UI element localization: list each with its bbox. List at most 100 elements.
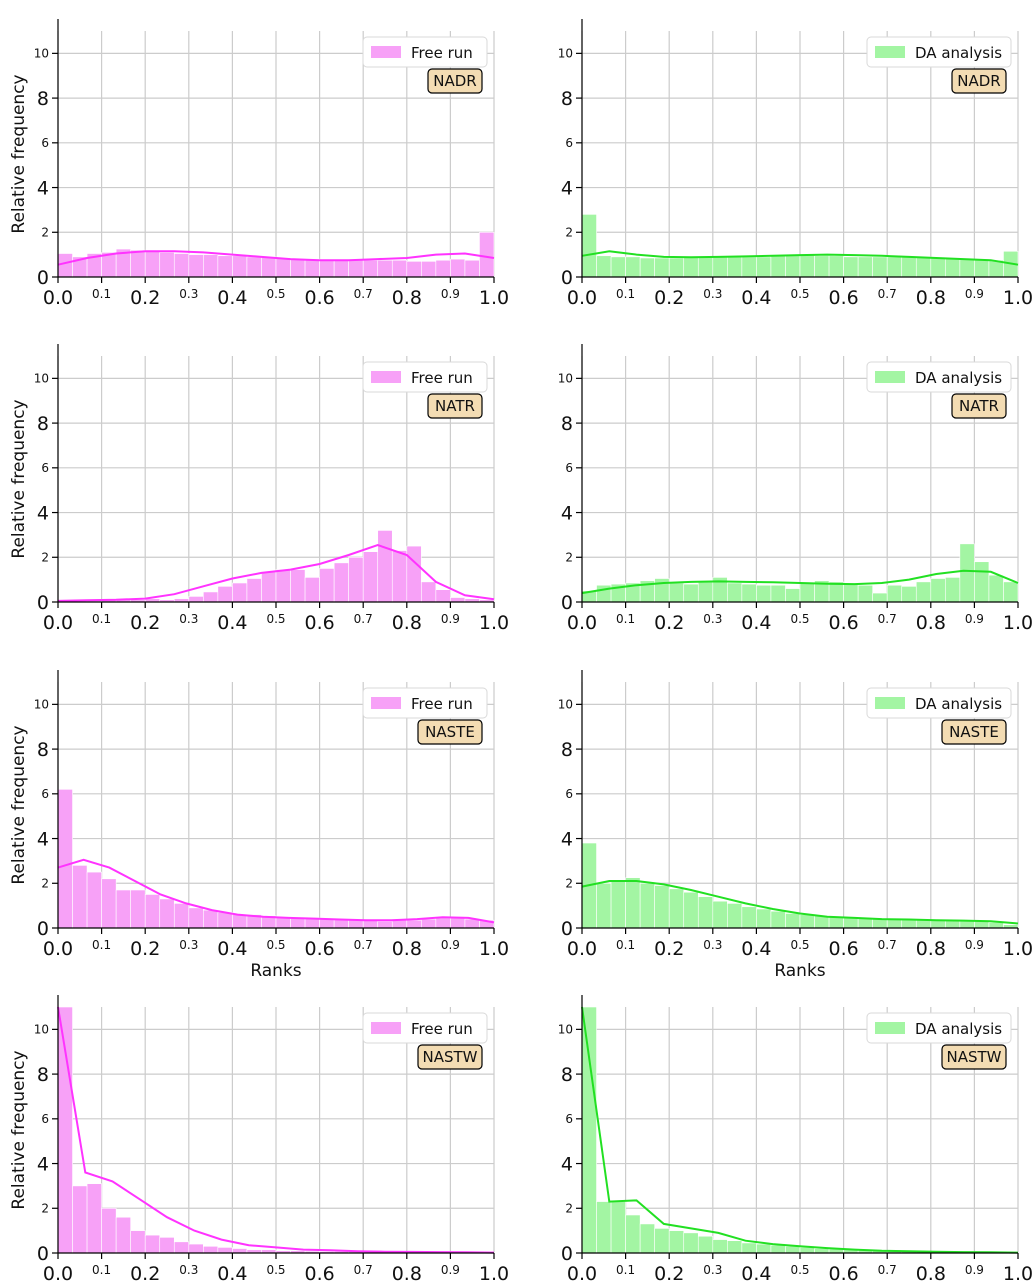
x-tick-label: 0.5 xyxy=(266,287,285,301)
histogram-bar xyxy=(130,1230,146,1254)
histogram-bar xyxy=(886,256,903,278)
x-tick-label: 0.0 xyxy=(43,287,73,309)
y-tick-label: 2 xyxy=(41,550,49,564)
y-tick-label: 10 xyxy=(34,46,49,60)
y-tick-label: 0 xyxy=(561,592,573,614)
histogram-bar xyxy=(625,256,641,278)
x-tick-label: 1.0 xyxy=(479,612,509,634)
histogram-bar xyxy=(435,589,451,603)
histogram-bar xyxy=(319,568,335,603)
y-tick-label: 8 xyxy=(561,88,573,110)
x-tick-label: 0.8 xyxy=(916,287,946,309)
x-tick-label: 0.5 xyxy=(266,612,285,626)
histogram-bar xyxy=(901,586,917,603)
histogram-bar xyxy=(799,254,815,278)
x-tick-label: 0.2 xyxy=(130,287,160,309)
y-tick-label: 4 xyxy=(37,829,49,851)
x-tick-label: 0.0 xyxy=(567,287,597,309)
histogram-bar xyxy=(188,596,204,603)
x-tick-label: 0.8 xyxy=(392,938,422,960)
x-tick-label: 0.2 xyxy=(654,1263,684,1284)
histogram-bar xyxy=(232,1248,248,1254)
histogram-bar xyxy=(872,592,888,603)
x-tick-label: 0.4 xyxy=(217,612,247,634)
histogram-bar xyxy=(57,789,73,929)
histogram-bar xyxy=(144,250,161,278)
panel-NASTE-free: 0 2 4 6 8 10 0.0 0.1 0.2 0.3 0.4 0.5 0.6 0.7 0.8 0.9 1.0… xyxy=(9,670,509,981)
y-tick-label: 6 xyxy=(565,136,573,150)
legend-label: DA analysis xyxy=(915,369,1002,387)
histogram-bar xyxy=(203,254,219,278)
histogram-bar xyxy=(727,582,743,603)
x-tick-label: 0.1 xyxy=(92,1263,111,1277)
x-tick-label: 1.0 xyxy=(1003,1263,1033,1284)
y-tick-label: 6 xyxy=(41,136,49,150)
y-tick-label: 0 xyxy=(561,1243,573,1265)
histogram-bar xyxy=(188,1243,204,1254)
histogram-bar xyxy=(101,878,117,929)
kde-line xyxy=(581,1006,1019,1254)
histogram-bar xyxy=(727,1240,743,1254)
x-tick-label: 0.0 xyxy=(43,1263,73,1284)
histogram-bar xyxy=(391,919,408,929)
x-tick-label: 0.0 xyxy=(43,938,73,960)
histogram-bar xyxy=(377,920,393,929)
kde-line xyxy=(57,1006,495,1254)
y-tick-label: 4 xyxy=(561,829,573,851)
histogram-bar xyxy=(959,543,975,603)
x-tick-label: 0.4 xyxy=(741,287,771,309)
x-tick-label: 0.1 xyxy=(92,287,111,301)
histogram-bar xyxy=(930,257,946,278)
x-tick-label: 0.8 xyxy=(916,1263,946,1284)
y-tick-label: 4 xyxy=(37,1154,49,1176)
y-tick-label: 0 xyxy=(37,1243,49,1265)
histogram-bar xyxy=(814,255,830,278)
region-badge xyxy=(427,68,483,94)
y-tick-label: 8 xyxy=(561,413,573,435)
x-tick-label: 0.8 xyxy=(392,1263,422,1284)
histogram-bar xyxy=(697,1235,714,1254)
histogram-bar xyxy=(930,919,946,929)
histogram-bar xyxy=(843,917,859,929)
x-tick-label: 0.9 xyxy=(965,1263,984,1277)
x-tick-label: 0.7 xyxy=(354,1263,373,1277)
x-tick-label: 0.4 xyxy=(217,938,247,960)
histogram-bar xyxy=(959,258,975,278)
y-tick-label: 0 xyxy=(37,592,49,614)
kde-line xyxy=(581,880,1019,925)
kde-line xyxy=(581,250,1019,266)
histogram-bar xyxy=(610,880,626,929)
histogram-bar xyxy=(333,562,349,603)
x-tick-label: 0.4 xyxy=(217,287,247,309)
x-tick-label: 0.1 xyxy=(92,612,111,626)
histogram-bar xyxy=(435,917,451,929)
histogram-bar xyxy=(988,574,1004,603)
histogram-bar xyxy=(362,919,379,929)
x-tick-label: 0.6 xyxy=(828,287,858,309)
histogram-bar xyxy=(1003,581,1019,603)
x-tick-label: 0.7 xyxy=(878,1263,897,1277)
histogram-bar xyxy=(450,258,466,278)
histogram-bar xyxy=(654,257,670,278)
y-axis-label: Relative frequency xyxy=(9,399,29,558)
y-tick-label: 10 xyxy=(558,371,573,385)
histogram-bar xyxy=(348,259,364,278)
x-tick-label: 0.6 xyxy=(828,612,858,634)
x-tick-label: 0.5 xyxy=(790,612,809,626)
x-axis-label: Ranks xyxy=(774,961,825,981)
x-tick-label: 1.0 xyxy=(1003,938,1033,960)
x-tick-label: 0.2 xyxy=(130,612,160,634)
histogram-bar xyxy=(915,256,932,278)
histogram-bar xyxy=(785,588,801,603)
histogram-bar xyxy=(232,914,248,929)
y-tick-label: 2 xyxy=(565,225,573,239)
region-badge xyxy=(417,1044,483,1070)
histogram-bar xyxy=(479,231,495,278)
y-tick-label: 6 xyxy=(565,461,573,475)
x-tick-label: 0.6 xyxy=(304,612,334,634)
histogram-bar xyxy=(188,907,204,929)
histogram-bar xyxy=(741,1242,757,1254)
y-axis-label: Relative frequency xyxy=(9,74,29,233)
legend-label: DA analysis xyxy=(915,1020,1002,1038)
y-tick-label: 6 xyxy=(565,1112,573,1126)
